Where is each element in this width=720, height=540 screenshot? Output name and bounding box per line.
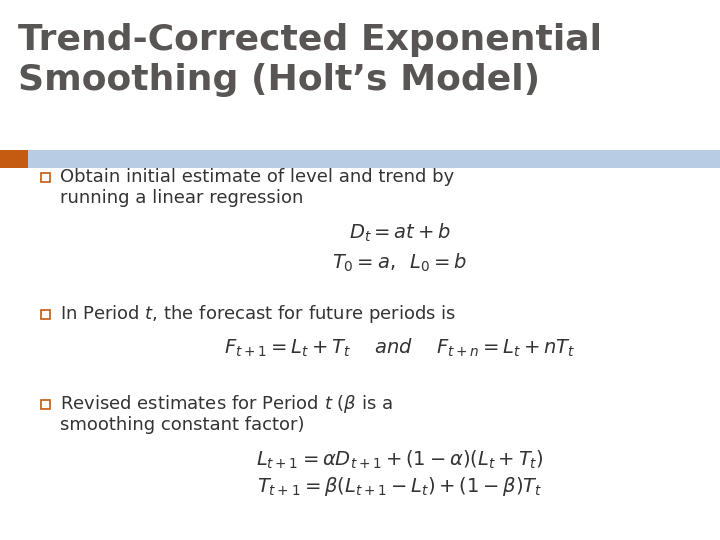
Text: Obtain initial estimate of level and trend by: Obtain initial estimate of level and tre…: [60, 168, 454, 186]
Text: smoothing constant factor): smoothing constant factor): [60, 416, 305, 434]
Text: $L_{t+1} = \alpha D_{t+1} + (1 - \alpha)(L_t + T_t)$: $L_{t+1} = \alpha D_{t+1} + (1 - \alpha)…: [256, 449, 544, 471]
Text: $T_0 = a, \;\; L_0 = b$: $T_0 = a, \;\; L_0 = b$: [333, 252, 467, 274]
Text: Smoothing (Holt’s Model): Smoothing (Holt’s Model): [18, 63, 540, 97]
Text: Revised estimates for Period $t$ ($\beta$ is a: Revised estimates for Period $t$ ($\beta…: [60, 393, 392, 415]
Bar: [40, 400, 50, 408]
Bar: [0, 150, 720, 168]
Text: $T_{t+1} = \beta(L_{t+1} - L_t) + (1 - \beta)T_t$: $T_{t+1} = \beta(L_{t+1} - L_t) + (1 - \…: [257, 475, 543, 497]
Text: Trend-Corrected Exponential: Trend-Corrected Exponential: [18, 23, 602, 57]
Bar: [40, 309, 50, 319]
Text: $F_{t+1} = L_t + T_t \quad$ and $\quad F_{t+n} = L_t + nT_t$: $F_{t+1} = L_t + T_t \quad$ and $\quad F…: [225, 337, 576, 359]
Text: running a linear regression: running a linear regression: [60, 189, 303, 207]
Bar: [40, 172, 50, 181]
Text: In Period $t$, the forecast for future periods is: In Period $t$, the forecast for future p…: [60, 303, 456, 325]
Text: $D_t = at + b$: $D_t = at + b$: [349, 222, 451, 244]
Bar: [0, 150, 28, 168]
